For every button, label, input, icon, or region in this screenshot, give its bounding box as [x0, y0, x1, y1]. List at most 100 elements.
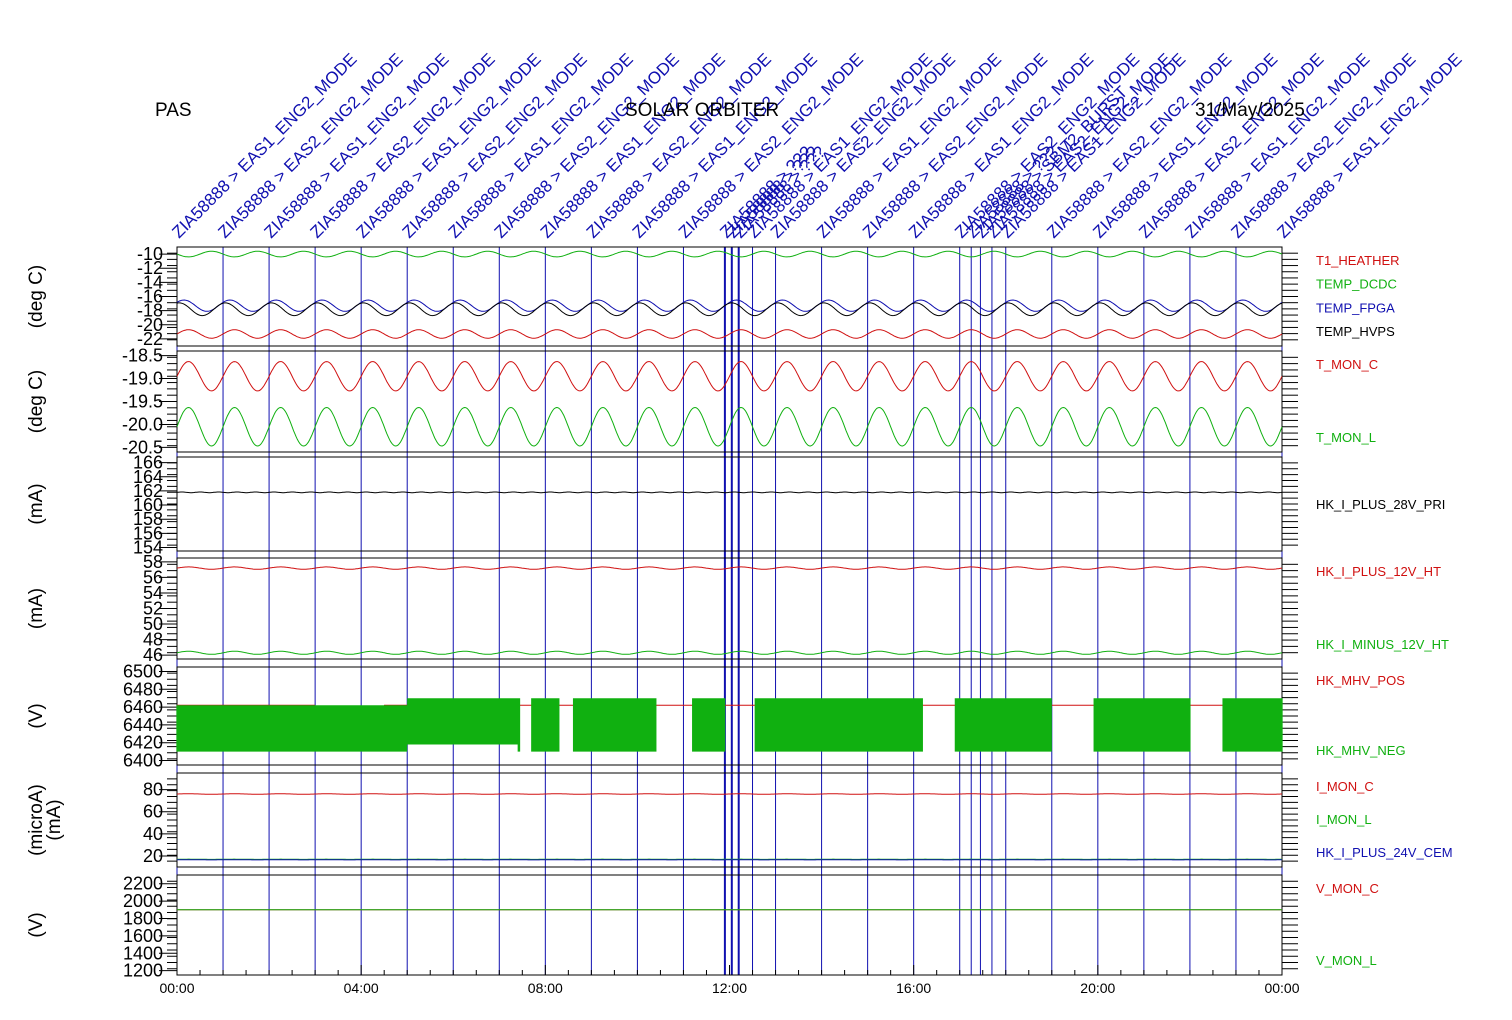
y-axis-label: (V) [26, 703, 47, 728]
x-tick-label: 20:00 [1080, 980, 1115, 996]
y-tick-label: -20 [137, 315, 163, 335]
series-line [176, 361, 1283, 392]
y-tick-label: 60 [143, 802, 163, 822]
panel-frame [176, 874, 1283, 976]
y-tick-label: -12 [137, 258, 163, 278]
legend-entry: HK_I_PLUS_24V_CEM [1316, 845, 1453, 860]
legend-entry: I_MON_C [1316, 779, 1374, 794]
series-line [176, 302, 1283, 317]
y-tick-label: 158 [133, 509, 163, 529]
series-line [176, 406, 1283, 447]
y-axis-label: (deg C) [26, 265, 47, 328]
series-line [176, 250, 1283, 258]
x-tick-label: 08:00 [528, 980, 563, 996]
y-tick-label: 2200 [123, 874, 163, 894]
y-tick-label: 80 [143, 780, 163, 800]
y-tick-label: 6500 [123, 661, 163, 681]
legend-entry: TEMP_FPGA [1316, 300, 1395, 315]
y-tick-label: 6480 [123, 679, 163, 699]
y-tick-label: 160 [133, 495, 163, 515]
y-tick-label: 6460 [123, 697, 163, 717]
legend-entry: HK_MHV_POS [1316, 673, 1405, 688]
x-tick-label: 00:00 [159, 980, 194, 996]
y-tick-label: -10 [137, 244, 163, 264]
legend-entry: I_MON_L [1316, 812, 1372, 827]
panel-frame [176, 772, 1283, 868]
legend-entry: HK_I_PLUS_12V_HT [1316, 564, 1441, 579]
legend-entry: TEMP_HVPS [1316, 324, 1395, 339]
y-tick-label: 46 [143, 645, 163, 665]
x-tick-label: 12:00 [712, 980, 747, 996]
y-axis-label-secondary: (mA) [44, 799, 65, 840]
legend-entry: TEMP_DCDC [1316, 277, 1397, 292]
y-axis-label: (mA) [26, 588, 47, 629]
y-tick-label: 154 [133, 537, 163, 557]
y-tick-label: -14 [137, 272, 163, 292]
panel-frame [176, 557, 1283, 660]
y-axis-label: (V) [26, 912, 47, 937]
series-line [176, 299, 1283, 312]
legend-entry: HK_I_PLUS_28V_PRI [1316, 497, 1445, 512]
legend-entry: T1_HEATHER [1316, 253, 1400, 268]
y-tick-label: 1400 [123, 943, 163, 963]
y-tick-label: -19.0 [122, 369, 163, 389]
y-tick-label: 56 [143, 567, 163, 587]
y-tick-label: 40 [143, 824, 163, 844]
panel-2: -18.5 -19.0 -19.5-20.0 -20.5 (deg C) T_MON_C T… [26, 346, 1378, 458]
y-tick-label: -19.5 [122, 392, 163, 412]
y-tick-label: 1600 [123, 926, 163, 946]
y-tick-label: 6440 [123, 715, 163, 735]
y-tick-label: 2000 [123, 891, 163, 911]
series-line [176, 566, 1283, 570]
y-tick-label: -22 [137, 329, 163, 349]
y-tick-label: 166 [133, 453, 163, 473]
header-mission: SOLAR ORBITER [625, 100, 779, 121]
x-tick-label: 04:00 [344, 980, 379, 996]
panel-frame [176, 456, 1283, 552]
y-tick-label: -18.5 [122, 346, 163, 366]
y-tick-label: 20 [143, 846, 163, 866]
panel-1: -10-12-14-16-18-20-22 (deg C) T1_HEATHER TE… [26, 244, 1400, 349]
y-tick-label: 48 [143, 630, 163, 650]
y-axis-label: (deg C) [26, 370, 47, 433]
y-tick-label: -16 [137, 287, 163, 307]
y-tick-label: 52 [143, 599, 163, 619]
panels: -10-12-14-16-18-20-22 (deg C) T1_HEATHER TE… [26, 244, 1453, 981]
y-tick-label: 164 [133, 467, 163, 487]
legend-entry: HK_I_MINUS_12V_HT [1316, 637, 1449, 652]
header-date: 31/May/2025 [1195, 100, 1305, 121]
x-tick-label: 00:00 [1264, 980, 1299, 996]
y-tick-label: 1200 [123, 961, 163, 981]
y-tick-label: -20.0 [122, 414, 163, 434]
y-tick-label: 50 [143, 614, 163, 634]
y-axis-label: (mA) [26, 483, 47, 524]
y-tick-label: 1800 [123, 908, 163, 928]
y-tick-label: 58 [143, 552, 163, 572]
x-axis: 00:00 04:00 08:00 12:00 16:00 20:00 00:00 [159, 965, 1300, 996]
series-line [176, 329, 1283, 339]
y-tick-label: 156 [133, 523, 163, 543]
header-instrument: PAS [155, 100, 192, 121]
series-band [176, 698, 1283, 752]
series-line [176, 650, 1283, 655]
legend-entry: V_MON_L [1316, 953, 1377, 968]
legend-entry: T_MON_C [1316, 357, 1378, 372]
y-tick-label: 6420 [123, 733, 163, 753]
legend-entry: V_MON_C [1316, 881, 1379, 896]
y-tick-label: -20.5 [122, 437, 163, 457]
legend-entry: T_MON_L [1316, 430, 1376, 445]
y-tick-label: 6400 [123, 751, 163, 771]
y-tick-label: -18 [137, 301, 163, 321]
y-tick-label: 162 [133, 481, 163, 501]
legend-entry: HK_MHV_NEG [1316, 743, 1406, 758]
y-tick-label: 54 [143, 583, 163, 603]
x-tick-label: 16:00 [896, 980, 931, 996]
series-line [176, 491, 1283, 494]
